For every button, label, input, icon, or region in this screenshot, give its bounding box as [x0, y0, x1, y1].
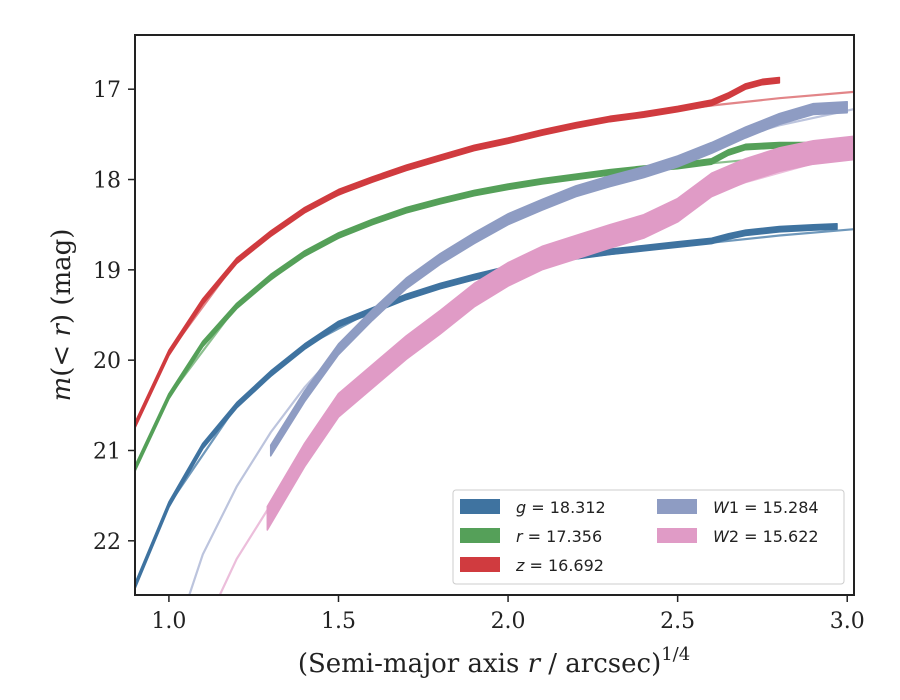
legend-swatch [657, 499, 697, 514]
y-axis-ticks: 17 18 19 20 21 22 [93, 78, 135, 555]
legend-label: W2 = 15.622 [713, 527, 819, 546]
y-axis-label: m(< r) (mag) [47, 229, 77, 402]
x-tick-label: 1.5 [321, 609, 356, 634]
y-tick-label: 18 [93, 169, 121, 194]
legend-swatch [460, 557, 500, 572]
x-tick-label: 2.5 [660, 609, 695, 634]
x-tick-label: 2.0 [491, 609, 526, 634]
x-axis-ticks: 1.0 1.5 2.0 2.5 3.0 [151, 595, 865, 634]
y-tick-label: 19 [93, 259, 121, 284]
data-band-2 [135, 76, 781, 429]
data-band-4 [266, 135, 854, 531]
legend-swatch [460, 499, 500, 514]
legend-swatch [657, 528, 697, 543]
y-tick-label: 20 [93, 349, 121, 374]
y-tick-label: 21 [93, 439, 121, 464]
legend-label: g = 18.312 [516, 498, 606, 517]
legend-swatch [460, 528, 500, 543]
legend-entries: g = 18.312 r = 17.356 z = 16.692 W1 = 15.28… [460, 498, 819, 575]
legend-label: W1 = 15.284 [713, 498, 819, 517]
legend-box [452, 489, 845, 585]
legend-label: z = 16.692 [515, 556, 604, 575]
x-axis-label: (Semi-major axis r / arcsec)1/4 [298, 644, 690, 679]
y-tick-label: 22 [93, 530, 121, 555]
data-bands [135, 76, 854, 590]
x-tick-label: 3.0 [830, 609, 865, 634]
y-tick-label: 17 [93, 78, 121, 103]
x-tick-label: 1.0 [151, 609, 186, 634]
plot-frame [134, 34, 855, 596]
data-band-3 [269, 101, 848, 457]
legend: g = 18.312 r = 17.356 z = 16.692 W1 = 15.28… [452, 489, 845, 585]
legend-label: r = 17.356 [516, 527, 602, 546]
